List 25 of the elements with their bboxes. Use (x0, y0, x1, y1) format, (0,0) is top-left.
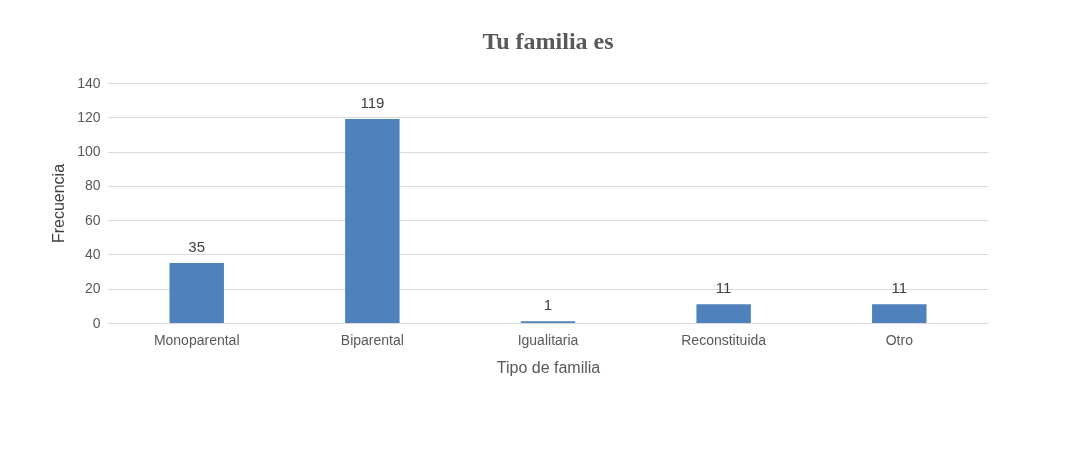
bar (345, 119, 400, 323)
y-axis-title: Frecuencia (50, 163, 68, 244)
y-tick-label: 140 (77, 74, 101, 91)
chart-title: Tu familia es (482, 28, 614, 54)
bar (169, 263, 224, 323)
y-tick-label: 80 (84, 177, 101, 194)
x-tick-label: Otro (885, 331, 914, 348)
data-label: 11 (715, 279, 732, 297)
data-label: 1 (543, 296, 553, 314)
y-tick-label: 20 (84, 280, 101, 297)
data-label: 119 (360, 94, 385, 111)
y-tick-label: 40 (84, 245, 101, 262)
data-label: 35 (188, 238, 206, 255)
y-tick-label: 100 (77, 143, 101, 160)
y-tick-label: 0 (92, 314, 101, 331)
y-tick-label: 120 (77, 108, 101, 125)
data-label: 11 (891, 279, 908, 297)
x-tick-label: Igualitaria (517, 331, 579, 348)
x-tick-label: Reconstituida (681, 331, 767, 348)
bar (872, 304, 927, 323)
y-tick-label: 60 (84, 211, 101, 228)
bar (696, 304, 751, 323)
x-axis-title: Tipo de familia (496, 358, 601, 376)
x-tick-label: Biparental (340, 331, 404, 348)
x-tick-label: Monoparental (153, 331, 240, 348)
